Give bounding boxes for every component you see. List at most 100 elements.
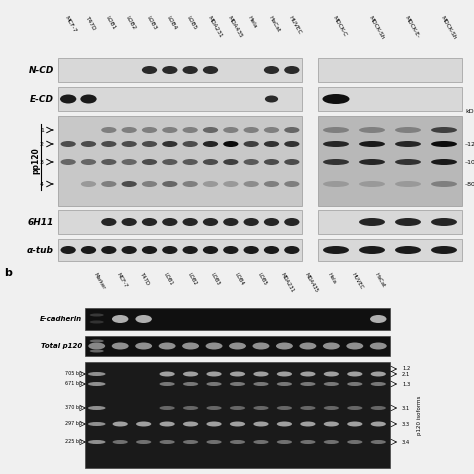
Text: 671 bp: 671 bp [65,382,82,386]
Ellipse shape [277,406,292,410]
Bar [58,87,302,111]
Ellipse shape [183,421,198,427]
Ellipse shape [284,159,300,165]
Ellipse shape [183,406,198,410]
Text: 370 bp: 370 bp [65,405,82,410]
Ellipse shape [431,181,457,187]
Ellipse shape [223,141,238,147]
Ellipse shape [101,159,117,165]
Ellipse shape [244,159,259,165]
Ellipse shape [101,218,117,226]
Text: LOB4: LOB4 [233,272,245,286]
Ellipse shape [162,159,177,165]
Ellipse shape [182,181,198,187]
Text: Marker: Marker [92,272,106,291]
Text: HUVEC: HUVEC [288,15,302,36]
Ellipse shape [253,372,269,376]
Ellipse shape [371,421,386,427]
Ellipse shape [90,320,104,323]
Ellipse shape [284,141,300,147]
Text: LOB5: LOB5 [256,272,268,286]
Ellipse shape [182,66,198,74]
Ellipse shape [395,159,421,165]
Text: 2.1: 2.1 [402,372,410,376]
Ellipse shape [370,315,386,323]
Ellipse shape [323,246,349,254]
Ellipse shape [347,421,363,427]
Ellipse shape [112,343,128,349]
Ellipse shape [244,181,259,187]
Ellipse shape [230,372,245,376]
Ellipse shape [81,159,96,165]
Ellipse shape [183,372,198,376]
Ellipse shape [284,66,300,74]
Ellipse shape [230,421,245,427]
Ellipse shape [323,343,340,349]
Text: MCF-7: MCF-7 [116,272,128,289]
Ellipse shape [300,440,316,444]
Ellipse shape [203,181,218,187]
Ellipse shape [88,343,105,349]
Ellipse shape [324,406,339,410]
Text: LOB2: LOB2 [125,15,137,31]
Ellipse shape [203,66,218,74]
Ellipse shape [264,218,279,226]
Text: 3.4: 3.4 [402,439,410,445]
Ellipse shape [324,421,339,427]
Ellipse shape [230,440,245,444]
Ellipse shape [371,440,386,444]
Ellipse shape [162,181,177,187]
Ellipse shape [101,246,117,254]
Text: MDCK-Sh: MDCK-Sh [440,15,457,40]
Ellipse shape [244,141,259,147]
Text: –100: –100 [465,159,474,164]
Ellipse shape [284,127,300,133]
Ellipse shape [244,246,259,254]
Ellipse shape [162,66,177,74]
Ellipse shape [136,440,151,444]
Ellipse shape [323,181,349,187]
Ellipse shape [159,440,175,444]
Text: MDA435: MDA435 [227,15,243,39]
Ellipse shape [323,141,349,147]
Bar [318,239,462,261]
Ellipse shape [81,141,96,147]
Text: N-CD: N-CD [28,65,54,74]
Text: MDA231: MDA231 [280,272,295,293]
Ellipse shape [347,440,363,444]
Text: p120 isoforms: p120 isoforms [418,395,422,435]
Ellipse shape [395,246,421,254]
Ellipse shape [162,218,177,226]
Text: 4: 4 [40,182,44,186]
Text: LOB5: LOB5 [186,15,198,31]
Ellipse shape [431,127,457,133]
Ellipse shape [142,141,157,147]
Ellipse shape [395,141,421,147]
Ellipse shape [183,440,198,444]
Ellipse shape [347,382,363,386]
Ellipse shape [300,421,316,427]
Text: LOB1: LOB1 [163,272,174,286]
Bar [58,116,302,206]
Text: E-CD: E-CD [30,94,54,103]
Ellipse shape [223,246,238,254]
Text: 705 bp: 705 bp [65,372,82,376]
Text: 1: 1 [40,128,44,133]
Text: MCF-7: MCF-7 [64,15,77,34]
Ellipse shape [253,406,269,410]
Bar [318,58,462,82]
Ellipse shape [61,141,76,147]
Ellipse shape [230,382,245,386]
Ellipse shape [206,440,222,444]
Bar [85,308,390,330]
Ellipse shape [121,246,137,254]
Text: 297 bp: 297 bp [65,421,82,427]
Ellipse shape [264,159,279,165]
Ellipse shape [371,372,386,376]
Bar [58,58,302,82]
Ellipse shape [395,181,421,187]
Ellipse shape [81,94,97,103]
Text: HaCat: HaCat [267,15,281,33]
Text: MDCK-C: MDCK-C [332,15,347,37]
Ellipse shape [284,246,300,254]
